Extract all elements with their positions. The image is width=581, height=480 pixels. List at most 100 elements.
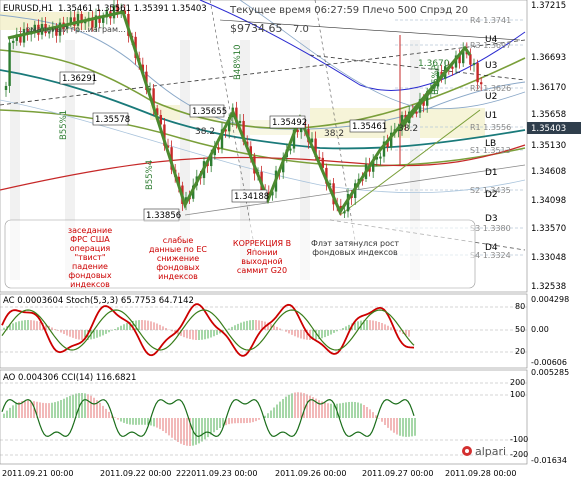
candle-body (220, 129, 224, 149)
svg-text:0.005285: 0.005285 (531, 368, 569, 377)
price-tag: 1.35492 (272, 118, 307, 128)
svg-text:0.004298: 0.004298 (531, 295, 569, 304)
candle-body (480, 82, 483, 85)
candle-body (235, 107, 238, 123)
candle-body (112, 5, 116, 19)
svg-text:22: 22 (176, 469, 186, 478)
candle-body (210, 155, 213, 167)
svg-text:R2 1.3626: R2 1.3626 (470, 84, 511, 93)
svg-text:38.2: 38.2 (398, 124, 418, 134)
price-axis: 1.37215 1.36693 1.36170 1.35658 1.35130 … (531, 1, 566, 292)
price-tag: 1.3670 (418, 59, 450, 69)
candle-body (325, 167, 328, 184)
svg-text:U3: U3 (485, 61, 497, 71)
candle-body (462, 49, 465, 64)
candle-body (469, 54, 472, 65)
time-axis: 2011.09.21 00:00 2011.09.22 00:00 22 201… (2, 469, 516, 478)
candle-body (33, 24, 36, 31)
stoch-signal-line (1, 309, 415, 351)
candle-body (148, 88, 152, 91)
svg-text:20: 20 (515, 347, 525, 356)
annotations-box (4, 219, 476, 289)
price-tag: 1.35655 (192, 107, 227, 117)
candle-body (476, 63, 479, 83)
svg-text:1.33048: 1.33048 (531, 253, 566, 263)
svg-text:80: 80 (515, 302, 525, 311)
svg-text:alpari: alpari (475, 445, 506, 458)
stoch-axis: 0.004298 0.00 -0.00606 80 50 20 (515, 295, 569, 367)
candle-body (156, 108, 159, 116)
candle-body (310, 138, 314, 143)
candle-body (228, 116, 231, 132)
price-tag: 1.33856 (146, 211, 181, 221)
overlay-label: ...рмальный гр...иаграм... (18, 25, 126, 34)
svg-text:1.32538: 1.32538 (531, 282, 566, 292)
candle-body (123, 10, 126, 14)
price-tag-group: 1.36291 1.35578 1.35655 1.35492 1.35461 … (59, 59, 450, 222)
zigzag-line-end (399, 47, 466, 131)
candle-body (318, 156, 321, 159)
chart-header: EURUSD,H1 1.35461 1.35561 1.35391 1.3540… (3, 4, 468, 35)
candle-body (267, 192, 270, 196)
candle-body (217, 147, 220, 150)
candle-body (454, 55, 458, 68)
candle-body (271, 191, 274, 196)
candle-body (91, 17, 94, 28)
stoch-main-line (1, 303, 415, 357)
svg-text:S3 1.3380: S3 1.3380 (470, 224, 511, 233)
candle-body (382, 141, 386, 157)
current-price-marker (527, 122, 581, 134)
candle-body (415, 111, 418, 114)
candle-body (26, 28, 29, 35)
vertical-labels: B55%1 B55%4 В48%10 В55%Р (59, 44, 441, 190)
ohlc-label: 1.35461 1.35561 1.35391 1.35403 (58, 4, 207, 14)
pivot-labels: R4 1.3741 R3 1.3697 R2 1.3626 R1 1.3556 … (470, 16, 511, 260)
svg-text:В55%Р: В55%Р (431, 65, 441, 95)
svg-text:D4: D4 (485, 243, 498, 253)
candle-body (152, 88, 155, 109)
candle-body (4, 85, 8, 90)
ao-histogram (3, 392, 416, 446)
svg-text:2011.09.26 00:00: 2011.09.26 00:00 (275, 469, 346, 478)
candle-body (379, 156, 382, 159)
candle-body (19, 34, 22, 43)
candle-body (426, 91, 429, 106)
svg-text:1.35658: 1.35658 (531, 110, 566, 120)
candle-body (84, 21, 87, 24)
ac-stoch-title: AC 0.0003604 Stoch(5,3,3) 65.7753 64.714… (3, 296, 194, 306)
current-price: 1.35403 (531, 124, 566, 134)
svg-text:R1 1.3556: R1 1.3556 (470, 123, 511, 132)
svg-text:D2: D2 (485, 190, 498, 200)
svg-text:1.34098: 1.34098 (531, 196, 566, 206)
svg-text:B55%4: B55%4 (145, 160, 155, 190)
svg-text:R3 1.3697: R3 1.3697 (470, 41, 511, 50)
candle-body (55, 26, 58, 36)
svg-text:-0.00606: -0.00606 (531, 358, 567, 367)
ao-cci-title: AO 0.004306 CCI(14) 116.6821 (3, 373, 136, 383)
candle-body (328, 183, 332, 186)
svg-text:R4 1.3741: R4 1.3741 (470, 16, 511, 25)
candle-body (386, 141, 389, 148)
svg-text:S1 1.3513: S1 1.3513 (470, 146, 511, 155)
svg-text:B55%1: B55%1 (59, 110, 69, 140)
svg-text:-100: -100 (510, 435, 528, 444)
svg-text:50: 50 (515, 325, 525, 334)
svg-text:1.33570: 1.33570 (531, 224, 566, 234)
candle-body (213, 147, 216, 156)
svg-text:1.35130: 1.35130 (531, 141, 566, 151)
candle-body (141, 64, 144, 72)
svg-text:1.37215: 1.37215 (531, 1, 566, 11)
svg-text:2011.09.27 00:00: 2011.09.27 00:00 (362, 469, 433, 478)
moving-averages (0, 0, 526, 193)
fib-labels: 38.2 38.2 38.2 (195, 124, 418, 139)
candle-body (296, 129, 299, 133)
price-tag: 1.35461 (352, 122, 387, 132)
candle-body (422, 99, 425, 106)
svg-text:LB: LB (485, 139, 496, 149)
svg-text:2011.09.21 00:00: 2011.09.21 00:00 (2, 469, 73, 478)
candle-body (224, 129, 227, 132)
candle-body (390, 132, 393, 148)
svg-text:38.2: 38.2 (195, 127, 215, 137)
candle-body (8, 42, 11, 86)
